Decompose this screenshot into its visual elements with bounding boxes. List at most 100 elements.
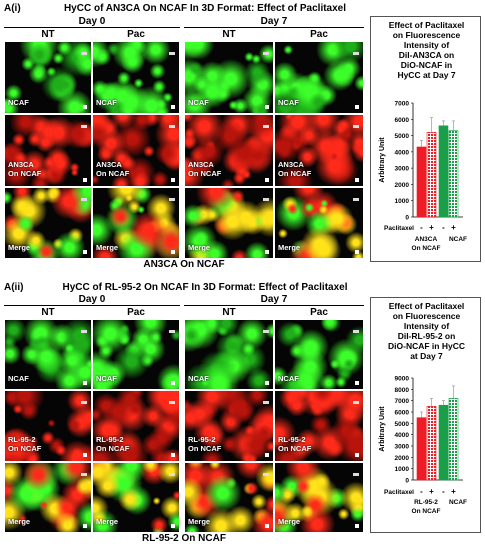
- tile-caption-line: NCAF: [96, 374, 117, 383]
- cond-pac-label: Pac: [310, 29, 328, 40]
- scale-bar: [353, 198, 359, 201]
- tile-caption: Merge: [8, 243, 30, 252]
- scale-bar-marker: [171, 105, 175, 109]
- scale-bar: [263, 125, 269, 128]
- paclitaxel-sign: -: [420, 487, 423, 496]
- y-tick-label: 2000: [395, 182, 410, 189]
- micrograph-tile: Merge: [184, 462, 274, 533]
- paclitaxel-sign: +: [451, 223, 456, 232]
- cond-pac-label: Pac: [127, 307, 145, 318]
- scale-bar: [169, 330, 175, 333]
- tile-caption: NCAF: [188, 98, 209, 107]
- scale-bar: [81, 473, 87, 476]
- tile-caption-line: On NCAF: [188, 169, 222, 178]
- paclitaxel-sign: +: [429, 223, 434, 232]
- scale-bar-marker: [171, 524, 175, 528]
- scale-bar: [353, 401, 359, 404]
- scale-bar-marker: [171, 178, 175, 182]
- tile-caption: Merge: [188, 243, 210, 252]
- bar: [416, 417, 427, 481]
- tile-caption: AN3CA On NCAF: [188, 160, 221, 178]
- group-label: AN3CA: [415, 236, 438, 243]
- chart-title-line: on Fluorescence: [392, 311, 461, 321]
- scale-bar-marker: [355, 178, 359, 182]
- scale-bar: [169, 401, 175, 404]
- micrograph-tile: NCAF: [92, 41, 180, 114]
- scale-bar: [81, 125, 87, 128]
- y-tick-label: 8000: [395, 387, 410, 394]
- y-tick-label: 6000: [395, 410, 410, 417]
- cond-nt-label: NT: [222, 307, 236, 318]
- chart-title-line: DiO-NCAF in HyCC: [388, 341, 465, 351]
- y-tick-label: 6000: [395, 117, 410, 124]
- y-tick-label: 1000: [395, 198, 410, 205]
- chart-title-line: Effect of Paclitaxel: [388, 20, 465, 30]
- tile-caption-line: NCAF: [96, 98, 117, 107]
- paclitaxel-label: Paclitaxel: [384, 225, 414, 232]
- micrograph-tile: AN3CA On NCAF: [4, 114, 92, 187]
- scale-bar: [81, 52, 87, 55]
- panel-label: A(ii): [4, 282, 24, 293]
- scale-bar: [81, 401, 87, 404]
- tile-caption: Merge: [278, 243, 300, 252]
- chart-title-line: HyCC at Day 7: [397, 70, 456, 80]
- scale-bar-marker: [171, 453, 175, 457]
- y-tick-label: 3000: [395, 166, 410, 173]
- y-tick-label: 0: [405, 478, 409, 485]
- tile-caption-line: AN3CA: [278, 160, 304, 169]
- tile-caption: NCAF: [278, 98, 299, 107]
- micrograph-tile: NCAF: [184, 319, 274, 390]
- y-tick-label: 4000: [395, 432, 410, 439]
- bar: [438, 404, 449, 481]
- tile-caption: RL-95-2 On NCAF: [188, 435, 221, 453]
- tile-caption-line: On NCAF: [96, 169, 130, 178]
- day0-label: Day 0: [4, 16, 180, 28]
- tile-caption-line: Merge: [278, 243, 301, 252]
- tile-caption: RL-95-2 On NCAF: [96, 435, 129, 453]
- scale-bar: [169, 125, 175, 128]
- micrograph-tile: Merge: [184, 187, 274, 259]
- chart-title-line: on Fluorescence: [392, 30, 461, 40]
- tile-caption: NCAF: [8, 98, 29, 107]
- micrograph-tile: Merge: [92, 462, 180, 533]
- tile-caption: Merge: [278, 517, 300, 526]
- y-tick-label: 9000: [395, 376, 410, 383]
- tile-caption-line: AN3CA: [96, 160, 122, 169]
- tile-caption-line: On NCAF: [8, 444, 42, 453]
- y-tick-label: 3000: [395, 444, 410, 451]
- scale-bar: [263, 401, 269, 404]
- scale-bar-marker: [83, 250, 87, 254]
- micrograph-tile: NCAF: [184, 41, 274, 114]
- cond-pac-label: Pac: [310, 307, 328, 318]
- scale-bar: [353, 52, 359, 55]
- scale-bar-marker: [83, 105, 87, 109]
- scale-bar-marker: [355, 453, 359, 457]
- tile-caption: NCAF: [96, 98, 117, 107]
- scale-bar: [169, 198, 175, 201]
- panel-title: HyCC of AN3CA On NCAF In 3D Format: Effe…: [63, 3, 347, 14]
- tile-caption-line: RL-95-2: [278, 435, 306, 444]
- group-label: On NCAF: [412, 508, 441, 515]
- micrograph-tile: Merge: [4, 187, 92, 259]
- scale-bar-marker: [265, 453, 269, 457]
- chart-title-line: at Day 7: [410, 351, 443, 361]
- paclitaxel-sign: -: [420, 223, 423, 232]
- tile-caption: Merge: [8, 517, 30, 526]
- scale-bar-marker: [83, 178, 87, 182]
- tile-caption-line: NCAF: [8, 374, 29, 383]
- chart-title-line: DiI-AN3CA on: [398, 50, 455, 60]
- bar-chart: Effect of Paclitaxel on Fluorescence Int…: [370, 297, 481, 533]
- y-axis-label: Arbitrary Unit: [379, 406, 386, 452]
- micrograph-tile: NCAF: [92, 319, 180, 390]
- tile-caption-line: RL-95-2: [188, 435, 216, 444]
- y-tick-label: 5000: [395, 421, 410, 428]
- tile-caption-line: Merge: [188, 243, 211, 252]
- tile-caption: RL-95-2 On NCAF: [8, 435, 41, 453]
- scale-bar: [353, 330, 359, 333]
- scale-bar: [263, 330, 269, 333]
- tile-caption: RL-95-2 On NCAF: [278, 435, 311, 453]
- scale-bar-marker: [265, 381, 269, 385]
- bar: [416, 146, 427, 218]
- scale-bar-marker: [355, 524, 359, 528]
- tile-caption-line: Merge: [8, 243, 31, 252]
